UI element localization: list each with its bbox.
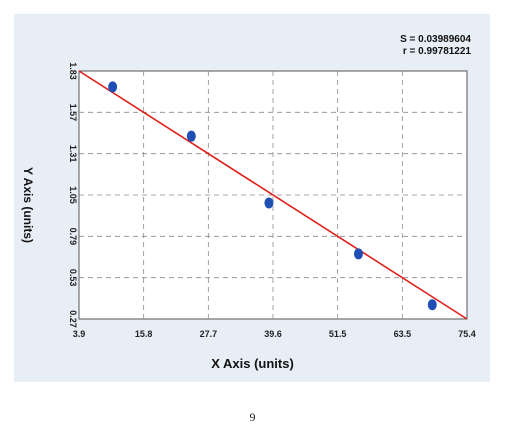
x-tick-label: 51.5 [329,329,347,339]
x-tick-label: 63.5 [394,329,412,339]
data-point [353,248,363,260]
stat-s: S = 0.03989604 [400,34,471,45]
data-point [264,197,274,209]
y-axis-label: Y Axis (units) [21,166,35,244]
y-tick-label: 0.53 [68,269,78,287]
y-tick-label: 1.05 [68,186,78,204]
x-tick-label: 39.6 [264,329,282,339]
y-tick-label: 0.27 [68,310,78,328]
x-tick-label: 27.7 [200,329,218,339]
fit-line [78,70,468,320]
y-tick-label: 1.31 [68,145,78,163]
data-point [108,81,118,93]
x-tick-label: 75.4 [458,329,476,339]
page-number: 9 [249,410,256,424]
x-tick-label: 15.8 [135,329,153,339]
y-tick-label: 0.79 [68,228,78,246]
points-layer [108,81,437,311]
y-tick-label: 1.83 [68,62,78,80]
stat-r: r = 0.99781221 [402,46,471,57]
x-tick-label: 3.9 [73,329,86,339]
data-point [186,130,196,142]
x-axis-label: X Axis (units) [211,356,294,371]
y-tick-label: 1.57 [68,104,78,122]
fit-line-layer [78,70,468,320]
data-point [427,299,437,311]
tick-labels: 3.9 15.8 27.7 39.6 51.5 63.5 75.4 0.27 0.53 0.79 1… [68,62,476,339]
